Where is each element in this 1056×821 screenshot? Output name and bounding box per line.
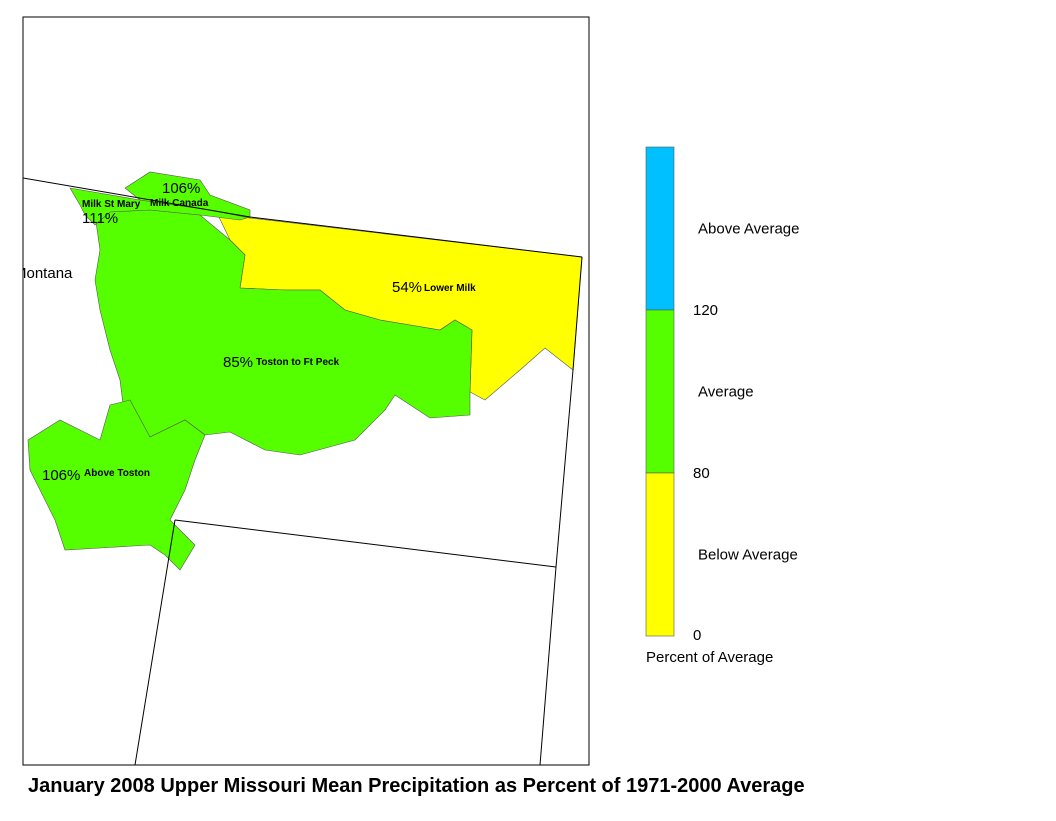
basin [124,171,251,219]
basin-percent: 85% [223,354,253,371]
state-border [23,177,583,258]
legend-class-label: Average [698,384,754,401]
legend-swatch [645,472,675,637]
basin-percent: 54% [392,279,422,296]
legend-tick-label: 120 [693,302,718,319]
legend-title: Percent of Average [646,649,773,666]
map-area: Montana [14,171,583,765]
basin-name: Milk Canada [150,198,209,209]
basin-name: Lower Milk [424,283,476,294]
legend-class-label: Above Average [698,221,799,238]
state-border [174,519,557,568]
legend-tick-label: 80 [693,465,710,482]
state-border [134,519,176,765]
map-frame [22,16,590,766]
basin-name: Milk St Mary [82,199,141,210]
legend: Above Average Average Below Average 120 80 0 P… [645,146,799,666]
state-label: Montana [14,265,73,282]
map-title: January 2008 Upper Missouri Mean Precipi… [28,775,805,797]
legend-swatch [645,146,675,311]
legend-tick-label: 0 [693,627,701,644]
basin [94,209,473,456]
basin-name: Above Toston [84,468,150,479]
basin [27,399,206,571]
basin-percent: 106% [42,467,80,484]
state-border [539,256,583,765]
basin-name: Toston to Ft Peck [256,357,340,368]
legend-swatch [645,309,675,474]
legend-class-label: Below Average [698,547,798,564]
basin-percent: 111% [82,210,118,227]
basin-percent: 106% [162,180,200,197]
